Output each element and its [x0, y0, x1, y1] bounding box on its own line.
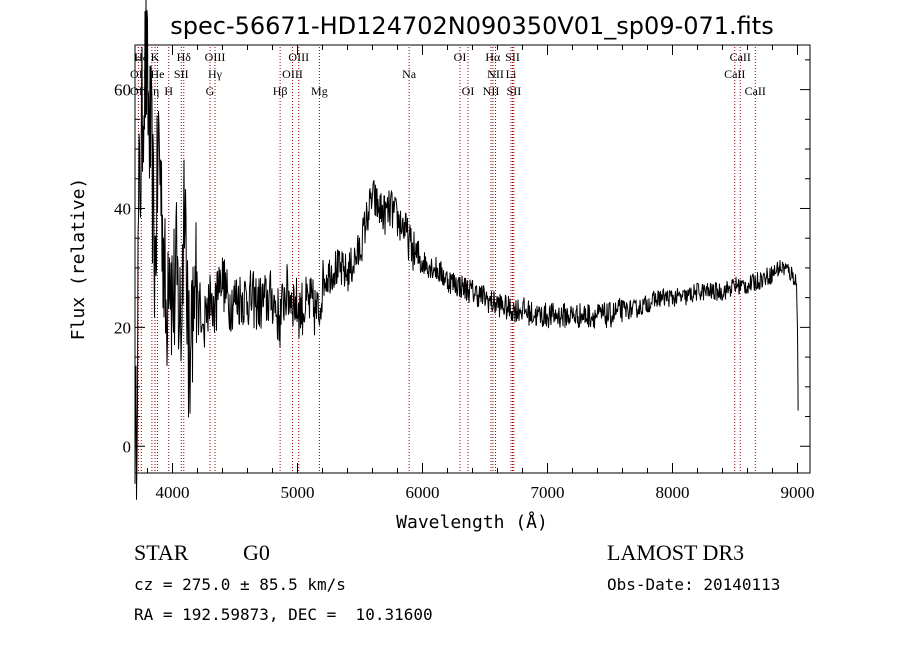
- spectral-line-label: CaII: [745, 84, 766, 98]
- y-tick-label: 40: [114, 199, 131, 218]
- y-tick-label: 60: [114, 81, 131, 100]
- survey-name: LAMOST DR3: [607, 540, 744, 565]
- object-class: STAR: [134, 540, 189, 565]
- spectral-line-label: OIII: [282, 67, 303, 81]
- spectrum-series: [134, 0, 799, 500]
- x-axis-title: Wavelength (Å): [396, 511, 548, 533]
- spectral-line-label: K: [151, 50, 160, 64]
- object-subclass: G0: [243, 540, 270, 565]
- spectral-line-label: SII: [174, 67, 189, 81]
- redshift-readout: cz = 275.0 ± 85.5 km/s: [134, 575, 346, 594]
- spectral-line-label: SII: [505, 50, 520, 64]
- spectral-line-label: Hα: [485, 50, 501, 64]
- spectral-line-label: OII: [130, 67, 147, 81]
- spectral-line-label: OIII: [288, 50, 309, 64]
- spectral-line-label: NII: [483, 84, 500, 98]
- y-tick-label: 0: [123, 437, 132, 456]
- plot-frame: [134, 44, 811, 474]
- y-axis-title: Flux (relative): [68, 178, 89, 341]
- spectral-line-label: Hβ: [273, 84, 288, 98]
- x-tick-label: 8000: [656, 483, 690, 502]
- spectral-line-label: CaII: [730, 50, 751, 64]
- spectral-line-label: Hη: [144, 84, 159, 98]
- axis-ticks: 4000 5000 6000 7000 8000 9000 0 20 40 60: [114, 45, 815, 502]
- x-tick-label: 4000: [156, 483, 190, 502]
- spectral-line-label: OI: [454, 50, 467, 64]
- x-tick-label: 9000: [781, 483, 815, 502]
- spectral-line-label: Hδ: [134, 50, 149, 64]
- spectral-line-label: G: [206, 84, 215, 98]
- spectral-line-label: H: [164, 84, 173, 98]
- spectral-line-label: OI: [462, 84, 475, 98]
- spectral-line-label: Hδ: [177, 50, 192, 64]
- coordinates-readout: RA = 192.59873, DEC = 10.31600: [134, 605, 433, 624]
- spectral-line-label: NII: [487, 67, 504, 81]
- x-tick-label: 5000: [281, 483, 315, 502]
- spectral-line-label: Hγ: [208, 67, 223, 81]
- spectral-line-label: OII: [130, 84, 147, 98]
- spectrum-line: [134, 0, 799, 500]
- spectral-line-label: Li: [506, 67, 517, 81]
- spectral-line-label: He: [151, 67, 165, 81]
- spectral-line-label: OIII: [205, 50, 226, 64]
- spectral-line-label: SII: [507, 84, 522, 98]
- spectral-line-markers: [137, 47, 756, 473]
- y-tick-label: 20: [114, 318, 131, 337]
- obs-date-readout: Obs-Date: 20140113: [607, 575, 780, 594]
- chart-title: spec-56671-HD124702N090350V01_sp09-071.f…: [170, 12, 773, 40]
- x-tick-label: 6000: [406, 483, 440, 502]
- spectral-line-label: Na: [402, 67, 417, 81]
- spectral-line-label: Mg: [311, 84, 328, 98]
- spectral-line-label: CaII: [724, 67, 745, 81]
- x-tick-label: 7000: [531, 483, 565, 502]
